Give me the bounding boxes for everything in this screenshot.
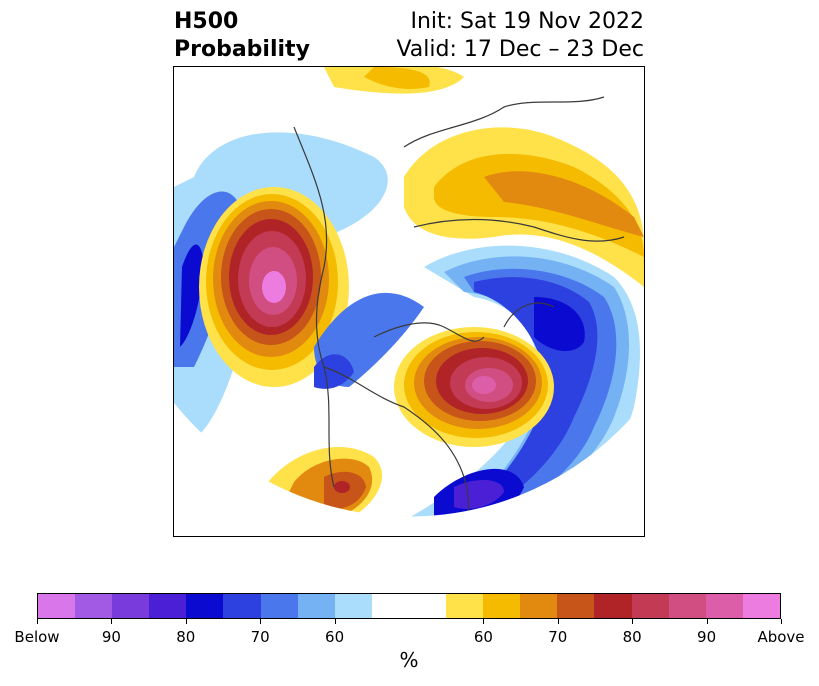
colorbar-segment <box>446 594 484 618</box>
colorbar-tick-mark <box>334 619 336 624</box>
colorbar-tick-label: 60 <box>325 628 345 646</box>
title-variable: H500 <box>174 9 239 34</box>
colorbar-segment <box>334 594 372 618</box>
colorbar-segment <box>557 594 595 618</box>
colorbar-tick-mark <box>781 619 782 624</box>
probability-map <box>173 66 645 537</box>
colorbar-segment <box>742 594 780 618</box>
colorbar-segment <box>371 594 409 618</box>
init-date: Init: Sat 19 Nov 2022 <box>410 9 644 34</box>
title-type: Probability <box>174 37 310 62</box>
colorbar-segment <box>75 594 113 618</box>
title-left: H500 Probability <box>174 8 310 64</box>
colorbar <box>37 593 781 619</box>
colorbar-tick-label: 90 <box>697 628 717 646</box>
colorbar-segment <box>705 594 743 618</box>
colorbar-segment <box>149 594 187 618</box>
map-canvas <box>174 67 644 518</box>
colorbar-segment <box>520 594 558 618</box>
colorbar-segment <box>223 594 261 618</box>
colorbar-segment <box>483 594 521 618</box>
colorbar-segment <box>631 594 669 618</box>
valid-range: Valid: 17 Dec – 23 Dec <box>396 37 644 62</box>
colorbar-segment <box>186 594 224 618</box>
colorbar-tick-mark <box>111 619 113 624</box>
title-right: Init: Sat 19 Nov 2022 Valid: 17 Dec – 23… <box>396 8 644 64</box>
colorbar-segment <box>38 594 76 618</box>
colorbar-segment <box>668 594 706 618</box>
colorbar-tick-mark <box>706 619 708 624</box>
colorbar-tick-mark <box>260 619 262 624</box>
colorbar-segment <box>297 594 335 618</box>
colorbar-tick-label: 80 <box>622 628 642 646</box>
colorbar-segment <box>112 594 150 618</box>
colorbar-tick-mark <box>185 619 187 624</box>
colorbar-unit: % <box>399 648 419 672</box>
colorbar-segment <box>408 594 447 618</box>
colorbar-tick-label: 70 <box>250 628 270 646</box>
colorbar-tick-mark <box>37 619 38 624</box>
colorbar-segment <box>594 594 632 618</box>
colorbar-tick-mark <box>483 619 485 624</box>
colorbar-tick-label: 70 <box>548 628 568 646</box>
colorbar-tick-label: 80 <box>176 628 196 646</box>
colorbar-tick-label: Above <box>757 628 805 646</box>
colorbar-tick-label: 60 <box>473 628 493 646</box>
colorbar-tick-label: Below <box>14 628 60 646</box>
colorbar-tick-mark <box>632 619 634 624</box>
colorbar-segment <box>260 594 298 618</box>
colorbar-tick-mark <box>557 619 559 624</box>
colorbar-tick-label: 90 <box>101 628 121 646</box>
